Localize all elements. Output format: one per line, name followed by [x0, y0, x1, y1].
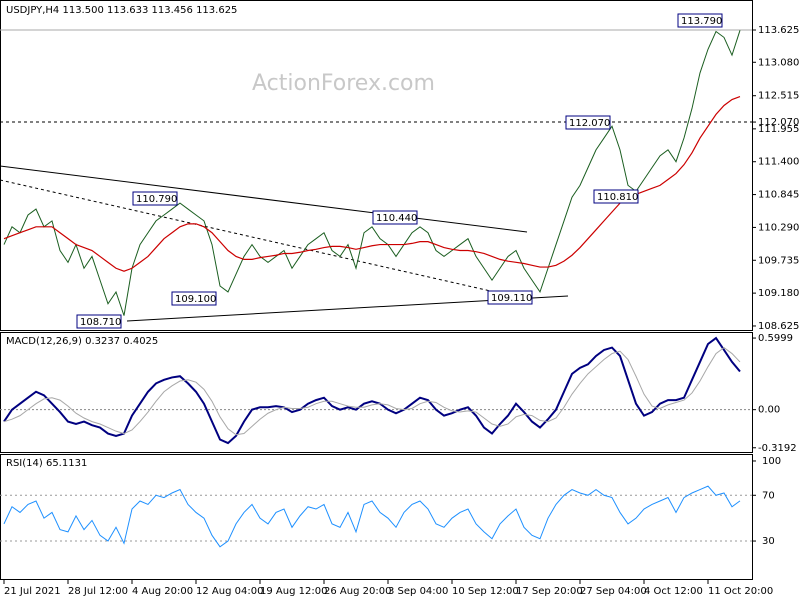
annotation-box — [76, 314, 122, 329]
annotation: 110.810 — [597, 192, 638, 203]
annotation-box — [132, 191, 178, 206]
x-tick-label: 10 Sep 12:00 — [452, 586, 519, 597]
trend-line — [0, 165, 528, 233]
y-tick-label: 0.5999 — [758, 333, 793, 344]
y-tick-label: 109.180 — [758, 288, 799, 299]
annotation-box — [171, 291, 217, 306]
x-tick-label: 4 Aug 20:00 — [132, 586, 193, 597]
x-tick-label: 4 Oct 12:00 — [644, 586, 703, 597]
y-tick-label: 30 — [762, 536, 775, 547]
chart-title: USDJPY,H4 113.500 113.633 113.456 113.62… — [6, 5, 237, 16]
watermark: ActionForex.com — [252, 71, 435, 96]
price-line-series — [3, 30, 741, 316]
x-tick-label: 12 Aug 04:00 — [196, 586, 263, 597]
annotation: 110.790 — [136, 194, 177, 205]
macd-panel — [0, 332, 753, 453]
annotation-box — [487, 290, 533, 305]
signal-line — [3, 346, 741, 436]
annotation: 110.440 — [376, 213, 417, 224]
y-tick-label: 113.080 — [758, 57, 799, 68]
trend-line — [0, 179, 496, 293]
x-tick-label: 28 Jul 12:00 — [68, 586, 128, 597]
y-tick-label: 109.735 — [758, 255, 799, 266]
y-tick-label: 112.070 — [758, 117, 799, 128]
x-tick-label: 26 Aug 20:00 — [324, 586, 391, 597]
rsi-title: RSI(14) 65.1131 — [6, 458, 87, 469]
y-tick-label: 113.625 — [758, 25, 799, 36]
annotation: 109.100 — [175, 294, 216, 305]
y-tick-label: 108.625 — [758, 321, 799, 332]
price-panel — [0, 0, 753, 331]
y-tick-label: -0.3192 — [758, 443, 797, 454]
y-tick-label: 110.845 — [758, 190, 799, 201]
annotation: 109.110 — [491, 293, 532, 304]
rsi-line — [3, 485, 741, 548]
annotation-box — [565, 115, 611, 130]
macd-title: MACD(12,26,9) 0.3237 0.4025 — [6, 336, 158, 347]
y-tick-label: 70 — [762, 490, 775, 501]
rsi-panel — [0, 454, 753, 580]
x-tick-label: 27 Sep 04:00 — [580, 586, 647, 597]
x-tick-label: 11 Oct 20:00 — [708, 586, 773, 597]
annotation: 112.070 — [569, 118, 610, 129]
annotation: 113.790 — [681, 16, 722, 27]
y-tick-label: 110.290 — [758, 222, 799, 233]
x-tick-label: 21 Jul 2021 — [4, 586, 61, 597]
annotation-box — [593, 189, 639, 204]
x-tick-label: 17 Sep 20:00 — [516, 586, 583, 597]
x-tick-label: 3 Sep 04:00 — [388, 586, 448, 597]
annotation-box — [677, 13, 723, 28]
moving-average — [3, 96, 741, 272]
x-tick-label: 19 Aug 12:00 — [260, 586, 327, 597]
annotation: 108.710 — [80, 317, 121, 328]
y-tick-label: 111.955 — [758, 124, 799, 135]
y-tick-label: 111.400 — [758, 157, 799, 168]
y-tick-label: 0.00 — [758, 405, 780, 416]
y-tick-label: 112.515 — [758, 91, 799, 102]
macd-line — [3, 336, 741, 445]
annotation-box — [372, 210, 418, 225]
y-tick-label: 100 — [762, 456, 781, 467]
